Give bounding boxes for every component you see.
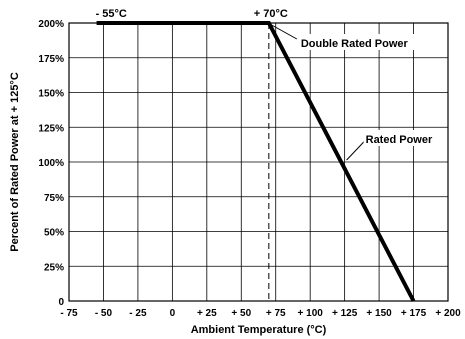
y-axis-title: Percent of Rated Power at + 125°C	[9, 72, 21, 252]
x-tick-label: + 25	[197, 308, 217, 319]
y-axis-ticks: 0 25% 50% 75% 100% 125% 150% 175% 200%	[38, 19, 64, 308]
plot-area-frame	[68, 22, 449, 302]
x-tick-label: - 50	[95, 308, 113, 319]
x-tick-label: + 100	[298, 308, 324, 319]
y-tick-label: 75%	[44, 193, 64, 204]
annotation-double-rated-power: Double Rated Power	[301, 38, 409, 50]
annotation-plus-70: + 70°C	[254, 8, 288, 20]
label-bg-double-rated	[297, 34, 432, 50]
leader-double-rated	[269, 23, 298, 40]
x-tick-label: + 75	[266, 308, 286, 319]
label-bg-rated	[363, 130, 440, 146]
leader-rated	[346, 140, 365, 161]
x-tick-label: + 175	[401, 308, 427, 319]
y-tick-label: 150%	[38, 89, 64, 100]
y-tick-label: 175%	[38, 54, 64, 65]
annotations: - 55°C + 70°C Double Rated Power Rated Powe…	[96, 8, 440, 161]
x-axis-ticks: - 75 - 50 - 25 0 + 25 + 50 + 75 + 100 + 125 + 150…	[60, 308, 461, 319]
x-tick-label: - 75	[60, 308, 78, 319]
x-axis-title: Ambient Temperature (°C)	[191, 324, 327, 336]
x-tick-label: + 150	[366, 308, 392, 319]
y-tick-label: 25%	[44, 262, 64, 273]
x-tick-label: + 200	[435, 308, 461, 319]
y-tick-label: 125%	[38, 123, 64, 134]
y-tick-label: 200%	[38, 19, 64, 30]
x-tick-label: - 25	[129, 308, 147, 319]
x-tick-label: 0	[170, 308, 176, 319]
y-tick-label: 0	[58, 297, 64, 308]
annotation-minus-55: - 55°C	[96, 8, 127, 20]
y-tick-label: 100%	[38, 158, 64, 169]
x-tick-label: + 125	[332, 308, 358, 319]
x-tick-label: + 50	[231, 308, 251, 319]
y-tick-label: 50%	[44, 228, 64, 239]
annotation-rated-power: Rated Power	[366, 134, 433, 146]
